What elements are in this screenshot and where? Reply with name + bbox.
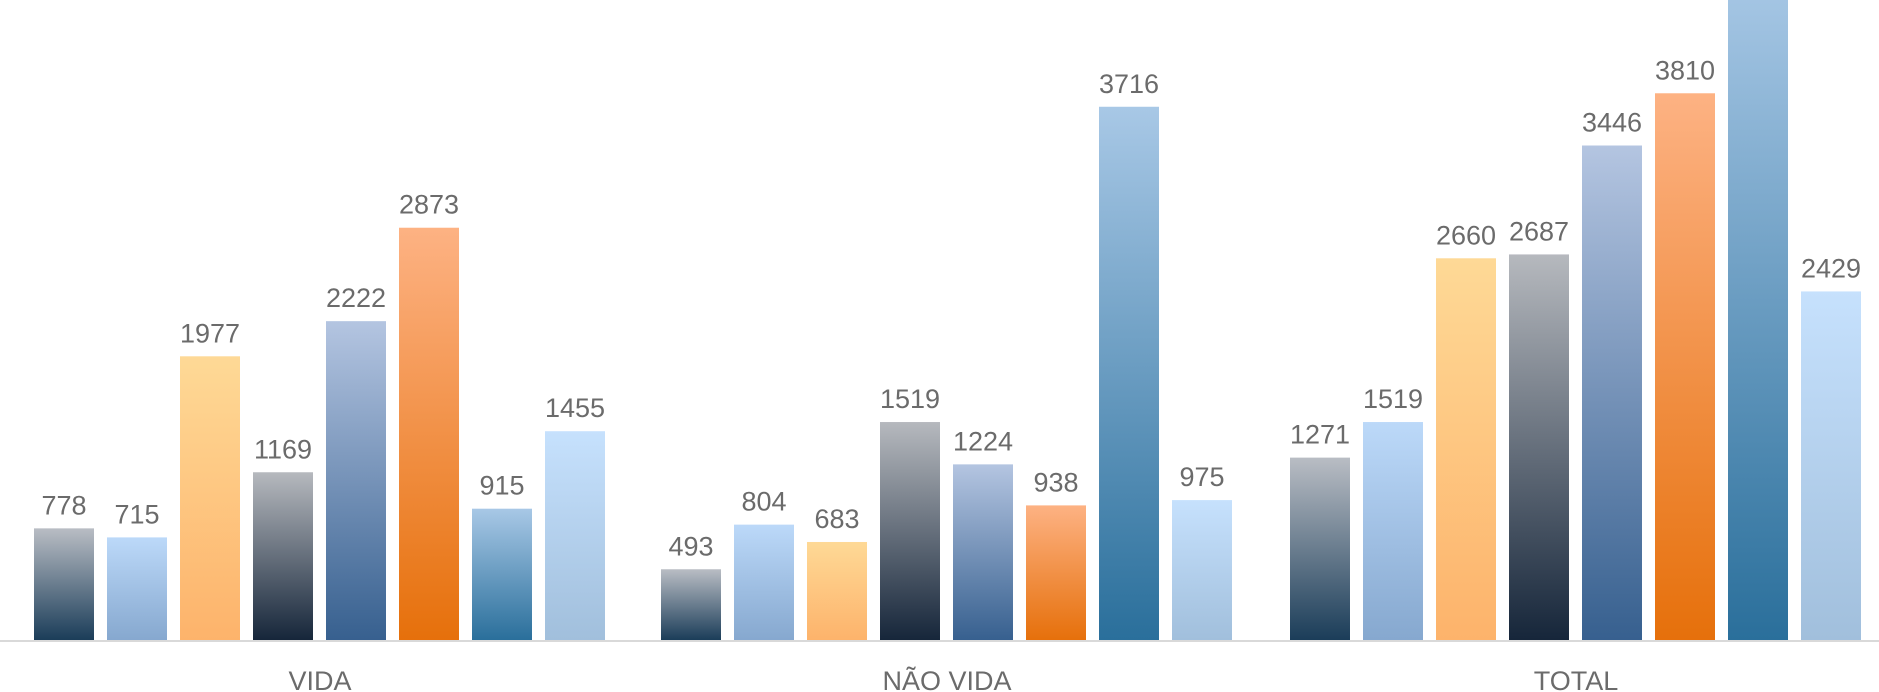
value-label-0-2: 1977 (180, 318, 240, 348)
value-label-0-5: 2873 (399, 190, 459, 220)
value-label-0-3: 1169 (254, 434, 312, 464)
value-label-0-6: 915 (479, 471, 524, 501)
bar-2-1 (1363, 422, 1423, 640)
bar-0-1 (107, 537, 167, 640)
bar-2-3 (1509, 254, 1569, 641)
value-label-2-1: 1519 (1363, 384, 1423, 414)
value-label-0-4: 2222 (326, 283, 386, 313)
value-label-0-0: 778 (41, 490, 86, 520)
bar-1-7 (1172, 500, 1232, 640)
bar-1-4 (953, 464, 1013, 640)
bar-2-6 (1728, 0, 1788, 640)
value-labels-layer: 778 715 1977 1169 2222 2873 915 1455 493 804 683 15… (41, 55, 1861, 561)
bar-0-7 (545, 431, 605, 640)
value-label-1-6: 3716 (1099, 69, 1159, 99)
category-label-total: TOTAL (1534, 666, 1619, 692)
value-label-2-3: 2687 (1509, 216, 1569, 246)
bar-0-6 (472, 508, 532, 640)
value-label-1-2: 683 (814, 504, 859, 534)
bars-layer (34, 0, 1861, 641)
category-label-vida: VIDA (288, 666, 351, 692)
bar-2-2 (1436, 258, 1496, 640)
bar-1-3 (880, 422, 940, 640)
value-label-1-3: 1519 (880, 384, 940, 414)
bar-0-2 (180, 356, 240, 640)
bar-1-1 (734, 524, 794, 640)
bar-2-0 (1290, 457, 1350, 640)
bar-2-5 (1655, 93, 1715, 640)
value-label-0-7: 1455 (545, 393, 605, 423)
value-label-2-2: 2660 (1436, 220, 1496, 250)
value-label-2-7: 2429 (1801, 253, 1861, 283)
value-label-2-0: 1271 (1290, 420, 1350, 450)
category-label-nao-vida: NÃO VIDA (882, 665, 1011, 692)
value-label-0-1: 715 (114, 499, 159, 529)
value-label-1-4: 1224 (953, 426, 1013, 456)
bar-0-0 (34, 528, 94, 640)
bar-0-4 (326, 321, 386, 640)
value-label-1-0: 493 (668, 531, 713, 561)
bar-2-4 (1582, 145, 1642, 641)
bar-1-6 (1099, 106, 1159, 640)
value-label-1-5: 938 (1033, 467, 1078, 497)
bar-0-3 (253, 472, 313, 640)
value-label-1-1: 804 (741, 487, 786, 517)
bar-0-5 (399, 227, 459, 640)
bar-1-0 (661, 569, 721, 640)
bar-1-5 (1026, 505, 1086, 640)
value-label-1-7: 975 (1179, 462, 1224, 492)
value-label-2-4: 3446 (1582, 108, 1642, 138)
bar-2-7 (1801, 291, 1861, 640)
value-label-2-5: 3810 (1655, 55, 1715, 85)
bar-1-2 (807, 541, 867, 640)
